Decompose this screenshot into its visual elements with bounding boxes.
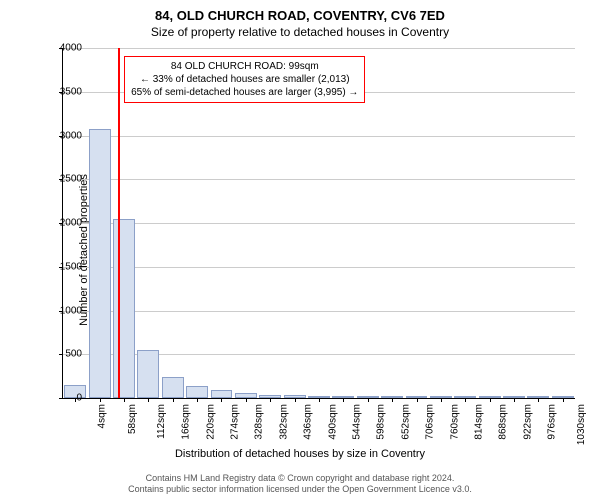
x-tick-mark [563,398,564,402]
x-tick-mark [270,398,271,402]
x-tick-mark [343,398,344,402]
annotation-line: 84 OLD CHURCH ROAD: 99sqm [131,60,358,73]
x-tick-mark [221,398,222,402]
x-tick-mark [173,398,174,402]
x-tick-label: 814sqm [473,404,484,440]
grid-line [63,267,575,268]
x-tick-label: 328sqm [254,404,265,440]
annotation-line: ← 33% of detached houses are smaller (2,… [131,73,358,86]
x-tick-label: 652sqm [400,404,411,440]
x-tick-mark [100,398,101,402]
y-tick-label: 1500 [42,261,82,272]
x-tick-mark [392,398,393,402]
x-tick-label: 598sqm [376,404,387,440]
x-tick-label: 706sqm [425,404,436,440]
grid-line [63,311,575,312]
x-tick-label: 436sqm [303,404,314,440]
x-tick-label: 58sqm [127,404,138,434]
annotation-box: 84 OLD CHURCH ROAD: 99sqm← 33% of detach… [124,56,365,103]
x-tick-label: 112sqm [156,404,167,439]
x-tick-mark [465,398,466,402]
x-tick-label: 220sqm [205,404,216,440]
x-axis-label: Distribution of detached houses by size … [0,448,600,460]
y-tick-label: 0 [42,393,82,404]
x-tick-mark [246,398,247,402]
x-tick-mark [368,398,369,402]
bar [89,129,111,399]
grid-line [63,48,575,49]
bar [137,350,159,398]
grid-line [63,179,575,180]
grid-line [63,136,575,137]
x-tick-label: 922sqm [522,404,533,440]
footer-line-1: Contains HM Land Registry data © Crown c… [0,473,600,485]
x-tick-mark [441,398,442,402]
page-title: 84, OLD CHURCH ROAD, COVENTRY, CV6 7ED [0,0,600,23]
x-tick-label: 1030sqm [577,404,588,445]
y-tick-label: 2000 [42,218,82,229]
x-tick-mark [124,398,125,402]
y-tick-label: 500 [42,349,82,360]
page-subtitle: Size of property relative to detached ho… [0,25,600,39]
chart-area: 4sqm58sqm112sqm166sqm220sqm274sqm328sqm3… [62,48,574,398]
x-tick-label: 976sqm [547,404,558,440]
y-tick-label: 3500 [42,86,82,97]
x-tick-mark [319,398,320,402]
x-tick-label: 382sqm [278,404,289,440]
x-tick-label: 760sqm [449,404,460,440]
x-tick-mark [197,398,198,402]
chart-container: 84, OLD CHURCH ROAD, COVENTRY, CV6 7ED S… [0,0,600,500]
x-tick-label: 490sqm [327,404,338,440]
bar [162,377,184,398]
y-tick-label: 1000 [42,305,82,316]
x-tick-mark [514,398,515,402]
bar [113,219,135,398]
y-tick-label: 3000 [42,130,82,141]
x-tick-label: 274sqm [230,404,241,440]
plot-area: 4sqm58sqm112sqm166sqm220sqm274sqm328sqm3… [62,48,575,399]
x-tick-label: 868sqm [498,404,509,440]
x-tick-label: 4sqm [97,404,108,428]
footer-line-2: Contains public sector information licen… [0,484,600,496]
x-tick-mark [417,398,418,402]
bar [211,390,233,398]
x-tick-label: 166sqm [181,404,192,440]
marker-line [118,48,120,398]
annotation-line: 65% of semi-detached houses are larger (… [131,86,358,99]
grid-line [63,223,575,224]
y-tick-label: 4000 [42,43,82,54]
x-tick-label: 544sqm [352,404,363,440]
x-tick-mark [295,398,296,402]
x-tick-mark [538,398,539,402]
footer: Contains HM Land Registry data © Crown c… [0,473,600,496]
x-tick-mark [490,398,491,402]
bar [186,386,208,398]
x-tick-mark [148,398,149,402]
y-tick-label: 2500 [42,174,82,185]
